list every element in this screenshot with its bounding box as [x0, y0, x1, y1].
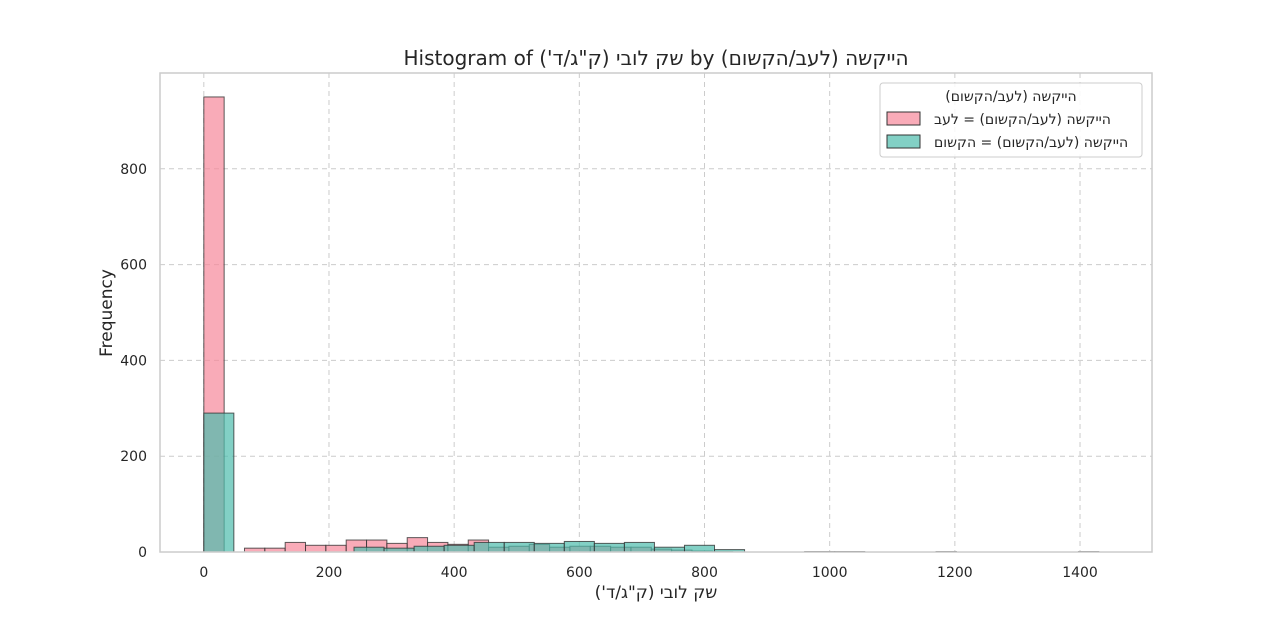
histogram-bar-series-b	[413, 545, 445, 553]
series-b-bars	[203, 412, 866, 553]
x-tick-label: 600	[566, 565, 593, 581]
histogram-bar-series-a	[325, 544, 347, 553]
y-tick-labels: 0 200 400 600 800	[120, 162, 147, 561]
histogram-bar-series-a	[305, 544, 327, 553]
y-tick-label: 400	[120, 353, 147, 369]
legend-label-series-a: הייקשה (לעב/הקשום) = לעב	[934, 112, 1111, 128]
histogram-bar-series-b	[563, 540, 595, 553]
histogram-bar-series-b	[203, 412, 235, 553]
plot-frame	[159, 72, 1153, 553]
x-axis-label: שק לובי (ק"ג/ד')	[595, 583, 718, 603]
y-tick-label: 200	[120, 449, 147, 465]
legend-box	[879, 82, 1143, 158]
legend-title: הייקשה (לעב/הקשום)	[945, 89, 1076, 105]
x-tick-label: 0	[199, 565, 208, 581]
histogram-bar-series-a	[284, 541, 307, 553]
x-tick-label: 400	[441, 565, 468, 581]
x-tick-labels: 0 200 400 600 800 1000 1200 1400	[199, 565, 1097, 581]
x-tick-label: 800	[691, 565, 718, 581]
y-tick-label: 600	[120, 258, 147, 274]
histogram-bar-series-b	[593, 542, 625, 553]
y-tick-label: 0	[138, 545, 147, 561]
legend-label-series-b: הייקשה (לעב/הקשום) = הקשום	[934, 135, 1128, 151]
y-axis-label: Frequency	[97, 269, 117, 357]
histogram-bar-series-b	[443, 544, 475, 553]
legend-swatch-series-a	[886, 111, 921, 126]
chart-title: Histogram of שק לובי (ק"ג/ד') by הייקשה …	[403, 46, 908, 70]
y-tick-label: 800	[120, 162, 147, 178]
histogram-bar-series-b	[473, 541, 505, 553]
series-a-bars	[203, 96, 1100, 553]
histogram-bar-series-b	[503, 541, 535, 553]
histogram-bar-series-b	[683, 544, 716, 553]
x-tick-label: 1000	[812, 565, 848, 581]
x-tick-label: 1200	[937, 565, 973, 581]
histogram-bar-series-b	[623, 541, 655, 553]
x-tick-label: 200	[316, 565, 343, 581]
legend: הייקשה (לעב/הקשום) הייקשה (לעב/הקשום) = …	[879, 82, 1143, 158]
histogram-bar-series-b	[533, 542, 565, 553]
x-tick-label: 1400	[1062, 565, 1098, 581]
legend-swatch-series-b	[886, 134, 921, 149]
